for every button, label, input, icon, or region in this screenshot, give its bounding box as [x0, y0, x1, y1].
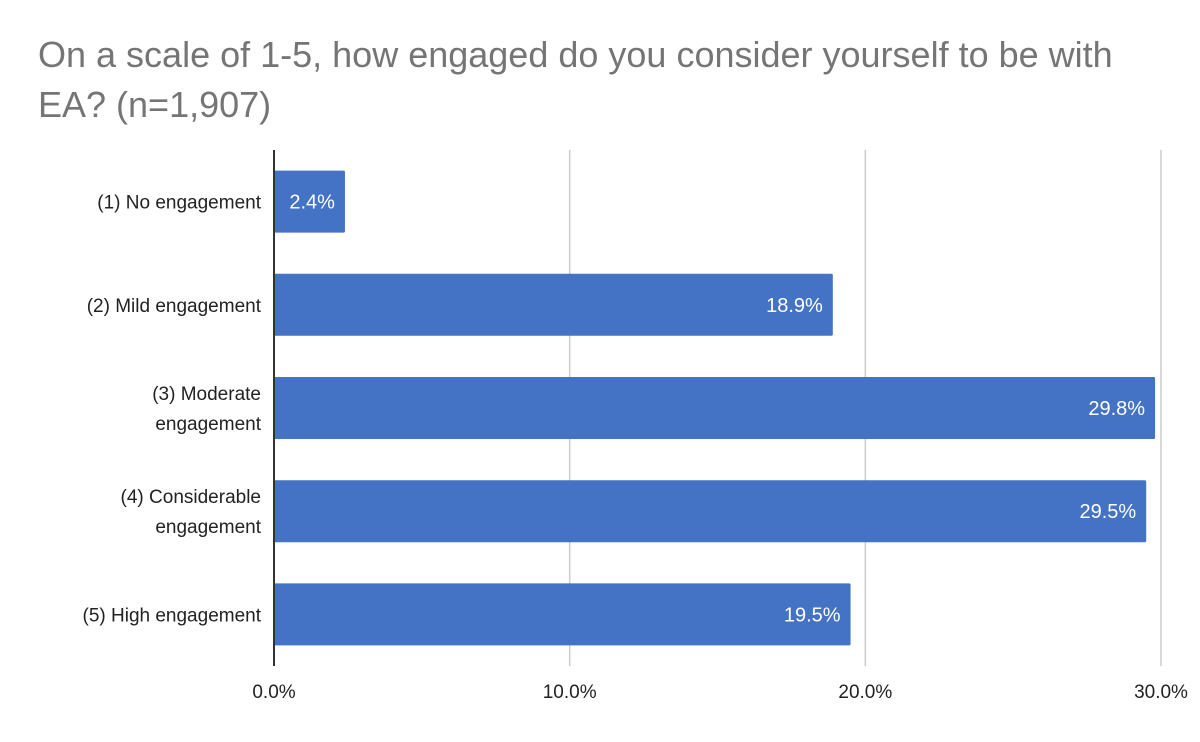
bar — [274, 377, 1156, 439]
category-label: (3) Moderate engagement — [152, 384, 261, 435]
category-label: (2) Mild engagement — [87, 296, 262, 317]
data-label: 18.9% — [766, 295, 823, 317]
data-label: 19.5% — [784, 604, 841, 626]
bar — [274, 273, 833, 336]
bar — [274, 170, 345, 233]
bars — [274, 170, 1156, 646]
x-tick-label: 30.0% — [1134, 682, 1188, 703]
data-label: 2.4% — [289, 192, 335, 214]
labels: 0.0% 10.0% 20.0% 30.0% 2.4% (1) No engagement… — [83, 192, 1189, 703]
bar — [274, 583, 851, 646]
x-tick-label: 0.0% — [252, 682, 295, 703]
x-tick-label: 10.0% — [543, 682, 597, 703]
category-label: (4) Considerable engagement — [121, 487, 262, 538]
category-label: (5) High engagement — [83, 605, 262, 626]
data-label: 29.5% — [1079, 501, 1136, 523]
category-label: (1) No engagement — [97, 193, 261, 214]
bar — [274, 480, 1147, 543]
x-tick-label: 20.0% — [838, 682, 892, 703]
data-label: 29.8% — [1088, 398, 1145, 420]
chart-title: On a scale of 1-5, how engaged do you co… — [38, 34, 1113, 125]
